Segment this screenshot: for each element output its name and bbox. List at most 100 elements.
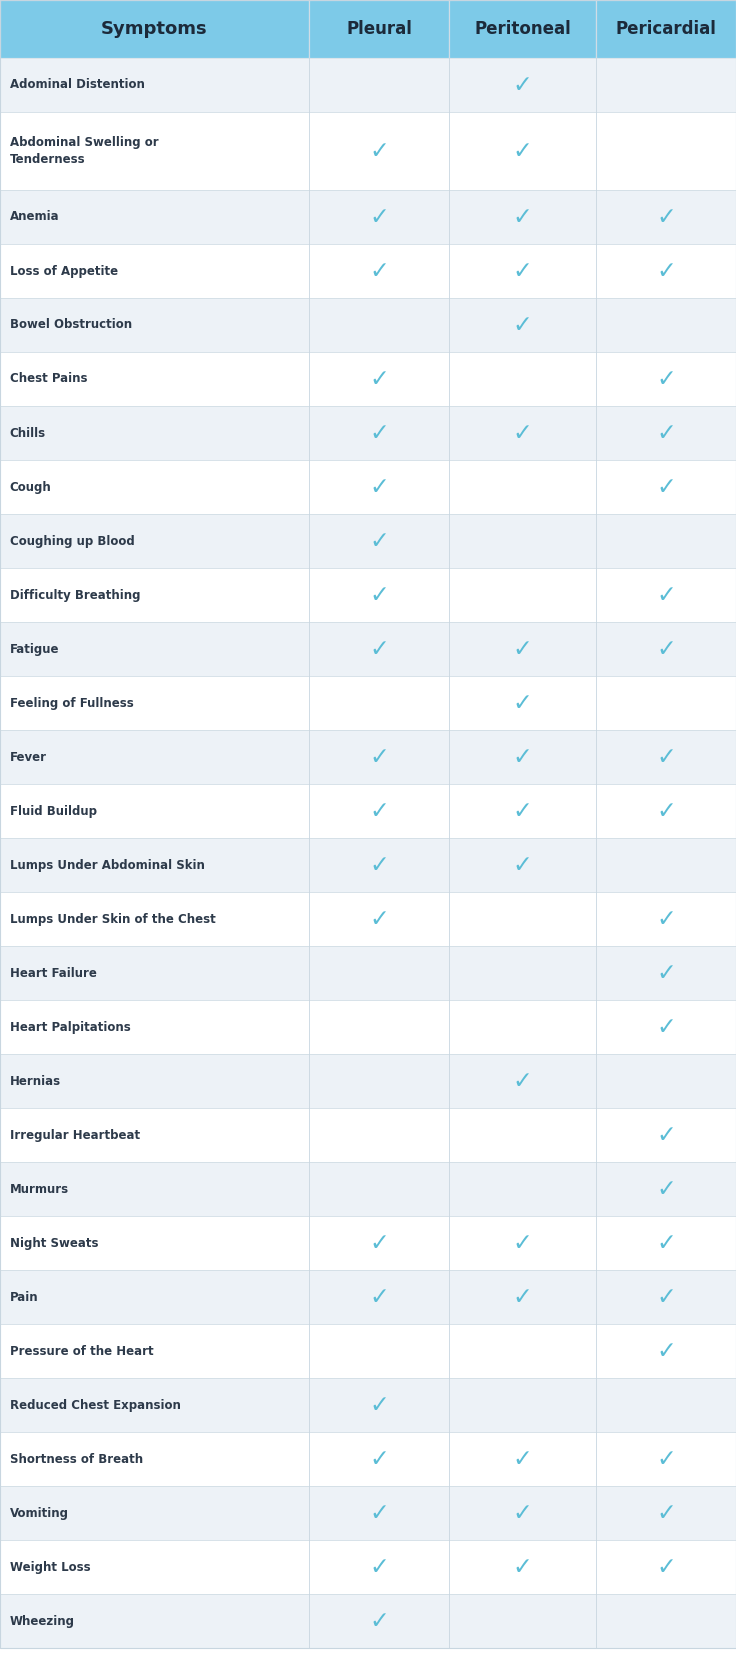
Text: Lumps Under Skin of the Chest: Lumps Under Skin of the Chest [10, 912, 216, 926]
FancyBboxPatch shape [0, 1001, 736, 1054]
FancyBboxPatch shape [0, 622, 736, 676]
FancyBboxPatch shape [0, 676, 736, 730]
FancyBboxPatch shape [0, 514, 736, 568]
Text: ✓: ✓ [369, 420, 389, 445]
Text: ✓: ✓ [513, 73, 532, 96]
Text: Symptoms: Symptoms [102, 20, 208, 38]
Text: Reduced Chest Expansion: Reduced Chest Expansion [10, 1398, 180, 1411]
Text: ✓: ✓ [369, 745, 389, 770]
Text: ✓: ✓ [369, 204, 389, 229]
Text: ✓: ✓ [369, 1556, 389, 1579]
Text: Wheezing: Wheezing [10, 1614, 74, 1627]
Text: Pleural: Pleural [346, 20, 412, 38]
Text: Heart Palpitations: Heart Palpitations [10, 1020, 130, 1034]
Text: Anemia: Anemia [10, 211, 59, 223]
Text: ✓: ✓ [657, 367, 676, 391]
FancyBboxPatch shape [0, 838, 736, 892]
Text: Fluid Buildup: Fluid Buildup [10, 804, 96, 818]
Text: Heart Failure: Heart Failure [10, 967, 96, 979]
Text: ✓: ✓ [369, 637, 389, 661]
Text: ✓: ✓ [657, 475, 676, 499]
Text: ✓: ✓ [369, 1393, 389, 1418]
Text: ✓: ✓ [657, 799, 676, 823]
Text: ✓: ✓ [513, 1448, 532, 1471]
Text: ✓: ✓ [513, 745, 532, 770]
Text: ✓: ✓ [369, 853, 389, 878]
Text: ✓: ✓ [369, 1232, 389, 1255]
Text: ✓: ✓ [369, 140, 389, 163]
Text: Adominal Distention: Adominal Distention [10, 78, 144, 91]
FancyBboxPatch shape [0, 1270, 736, 1325]
FancyBboxPatch shape [0, 1486, 736, 1541]
FancyBboxPatch shape [0, 1541, 736, 1594]
Text: ✓: ✓ [657, 1232, 676, 1255]
FancyBboxPatch shape [449, 0, 596, 58]
Text: Night Sweats: Night Sweats [10, 1237, 98, 1250]
Text: ✓: ✓ [369, 799, 389, 823]
FancyBboxPatch shape [0, 1325, 736, 1378]
Text: ✓: ✓ [369, 367, 389, 391]
Text: Lumps Under Abdominal Skin: Lumps Under Abdominal Skin [10, 859, 205, 871]
FancyBboxPatch shape [0, 1162, 736, 1217]
Text: Loss of Appetite: Loss of Appetite [10, 264, 118, 278]
Text: ✓: ✓ [513, 1232, 532, 1255]
Text: ✓: ✓ [369, 907, 389, 931]
FancyBboxPatch shape [0, 1054, 736, 1109]
Text: ✓: ✓ [369, 583, 389, 607]
FancyBboxPatch shape [0, 1433, 736, 1486]
Text: ✓: ✓ [513, 1556, 532, 1579]
Text: ✓: ✓ [513, 312, 532, 337]
FancyBboxPatch shape [0, 0, 309, 58]
Text: ✓: ✓ [513, 1285, 532, 1310]
Text: Irregular Heartbeat: Irregular Heartbeat [10, 1128, 140, 1142]
Text: Weight Loss: Weight Loss [10, 1561, 91, 1574]
FancyBboxPatch shape [309, 0, 449, 58]
Text: ✓: ✓ [369, 1609, 389, 1634]
Text: Pericardial: Pericardial [615, 20, 717, 38]
Text: Peritoneal: Peritoneal [474, 20, 571, 38]
FancyBboxPatch shape [0, 189, 736, 244]
Text: ✓: ✓ [369, 1501, 389, 1526]
FancyBboxPatch shape [0, 460, 736, 514]
Text: Coughing up Blood: Coughing up Blood [10, 535, 134, 547]
Text: ✓: ✓ [657, 961, 676, 986]
Text: ✓: ✓ [513, 204, 532, 229]
Text: ✓: ✓ [369, 529, 389, 553]
Text: ✓: ✓ [513, 420, 532, 445]
Text: ✓: ✓ [369, 475, 389, 499]
Text: ✓: ✓ [657, 1340, 676, 1363]
FancyBboxPatch shape [0, 297, 736, 352]
FancyBboxPatch shape [0, 1217, 736, 1270]
Text: Fatigue: Fatigue [10, 643, 59, 655]
Text: ✓: ✓ [657, 1448, 676, 1471]
Text: ✓: ✓ [657, 583, 676, 607]
Text: Feeling of Fullness: Feeling of Fullness [10, 696, 133, 710]
Text: ✓: ✓ [513, 140, 532, 163]
Text: ✓: ✓ [657, 259, 676, 283]
FancyBboxPatch shape [0, 784, 736, 838]
FancyBboxPatch shape [0, 1594, 736, 1649]
Text: Hernias: Hernias [10, 1075, 60, 1087]
Text: Pressure of the Heart: Pressure of the Heart [10, 1345, 153, 1358]
Text: ✓: ✓ [513, 1501, 532, 1526]
Text: ✓: ✓ [657, 1015, 676, 1039]
Text: ✓: ✓ [513, 799, 532, 823]
Text: ✓: ✓ [513, 691, 532, 715]
FancyBboxPatch shape [0, 946, 736, 1001]
Text: ✓: ✓ [657, 1556, 676, 1579]
Text: ✓: ✓ [657, 204, 676, 229]
FancyBboxPatch shape [0, 568, 736, 622]
FancyBboxPatch shape [0, 1109, 736, 1162]
Text: ✓: ✓ [657, 1124, 676, 1147]
Text: ✓: ✓ [369, 1448, 389, 1471]
FancyBboxPatch shape [0, 1378, 736, 1433]
FancyBboxPatch shape [596, 0, 736, 58]
Text: ✓: ✓ [513, 853, 532, 878]
Text: Abdominal Swelling or
Tenderness: Abdominal Swelling or Tenderness [10, 136, 158, 166]
FancyBboxPatch shape [0, 111, 736, 189]
Text: ✓: ✓ [657, 637, 676, 661]
Text: ✓: ✓ [657, 745, 676, 770]
Text: ✓: ✓ [657, 1285, 676, 1310]
Text: ✓: ✓ [513, 637, 532, 661]
Text: Chills: Chills [10, 427, 46, 439]
